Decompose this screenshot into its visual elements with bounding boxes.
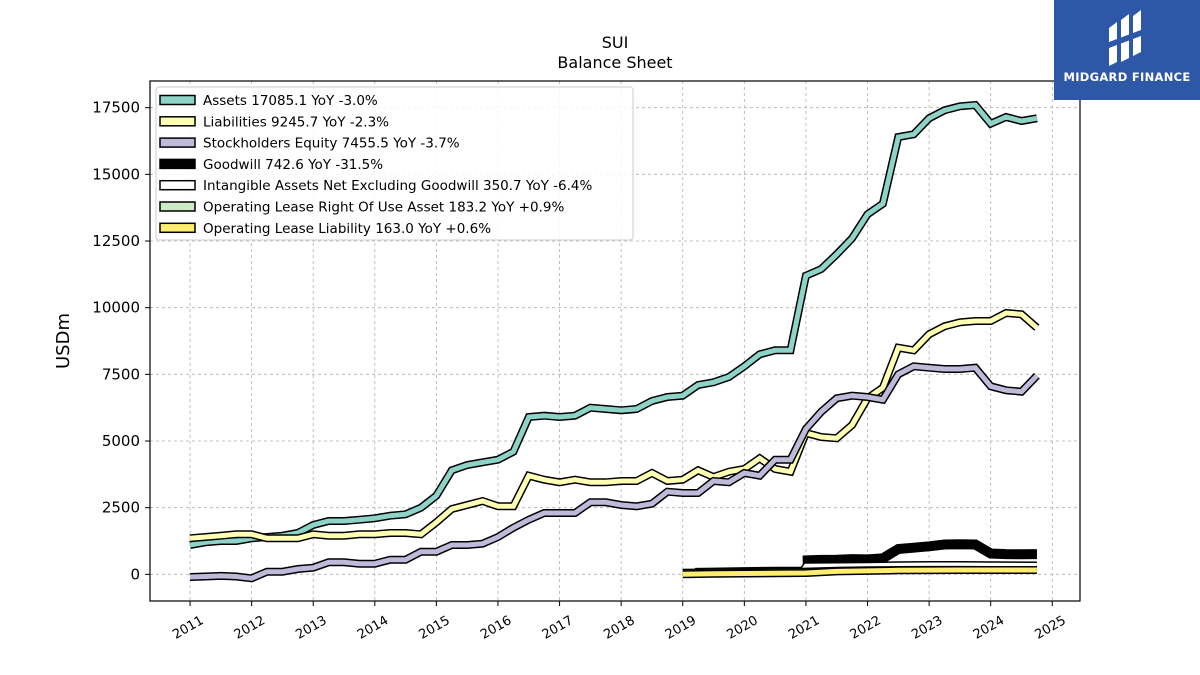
legend-swatch xyxy=(159,94,196,106)
y-tick-label: 0 xyxy=(130,565,140,583)
series-line xyxy=(682,567,1037,577)
y-tick-label: 5000 xyxy=(102,432,140,450)
y-tick-label: 7500 xyxy=(102,365,140,383)
x-tick-label: 2020 xyxy=(725,613,761,643)
legend: Assets 17085.1 YoY -3.0% Liabilities 9245… xyxy=(155,86,634,241)
x-tick-label: 2021 xyxy=(786,613,822,643)
logo-mark-icon xyxy=(1109,10,1141,66)
y-tick-label: 10000 xyxy=(92,299,140,317)
y-tick-label: 17500 xyxy=(92,99,140,117)
series-line xyxy=(189,102,1038,548)
series-goodwill xyxy=(802,539,1037,566)
x-tick-label: 2013 xyxy=(293,613,329,643)
x-tick-label: 2015 xyxy=(417,613,453,643)
chart-title: SUI xyxy=(602,33,629,52)
legend-entry: Intangible Assets Net Excluding Goodwill… xyxy=(203,178,593,194)
x-tick-label: 2019 xyxy=(663,613,699,643)
legend-entry: Stockholders Equity 7455.5 YoY -3.7% xyxy=(203,136,460,152)
x-tick-label: 2025 xyxy=(1032,613,1068,643)
y-tick-label: 15000 xyxy=(92,165,140,183)
x-tick-label: 2024 xyxy=(971,613,1007,643)
x-tick-label: 2016 xyxy=(478,613,514,643)
legend-swatch xyxy=(159,137,196,148)
legend-box xyxy=(155,86,634,241)
legend-swatch xyxy=(159,158,196,170)
midgard-finance-logo: MIDGARD FINANCE xyxy=(1054,0,1200,100)
x-tick-label: 2014 xyxy=(355,613,391,643)
y-axis-label: USDm xyxy=(53,313,74,369)
legend-swatch xyxy=(159,201,196,212)
legend-entry: Goodwill 742.6 YoY -31.5% xyxy=(203,157,383,173)
y-tick-label: 2500 xyxy=(102,499,140,517)
series-lines xyxy=(189,100,1040,583)
legend-swatch xyxy=(159,179,196,191)
legend-entry: Operating Lease Liability 163.0 YoY +0.6… xyxy=(203,221,491,237)
y-axis-ticks: 0 2500 5000 7500 10000 12500 15000 17500 xyxy=(92,99,150,583)
legend-swatch xyxy=(159,222,196,234)
legend-entry: Assets 17085.1 YoY -3.0% xyxy=(203,93,378,109)
series-assets xyxy=(189,100,1038,549)
x-tick-label: 2012 xyxy=(232,613,268,643)
series-operating-lease-liability xyxy=(682,566,1037,579)
legend-entry: Liabilities 9245.7 YoY -2.3% xyxy=(203,114,389,130)
x-tick-label: 2011 xyxy=(170,613,206,643)
series-line xyxy=(189,310,1039,541)
chart-subtitle: Balance Sheet xyxy=(557,53,672,72)
series-liabilities xyxy=(189,308,1040,543)
legend-entry: Operating Lease Right Of Use Asset 183.2… xyxy=(203,200,564,216)
x-tick-label: 2017 xyxy=(540,613,576,643)
legend-swatch xyxy=(159,116,196,127)
x-tick-label: 2022 xyxy=(848,613,884,643)
series-stockholders-equity xyxy=(189,362,1040,583)
series-line xyxy=(189,363,1039,581)
x-tick-label: 2023 xyxy=(909,613,945,643)
logo-text: MIDGARD FINANCE xyxy=(1063,70,1191,84)
x-axis-ticks: 2011 2012 2013 2014 2015 2016 2017 2018 2019 2020… xyxy=(170,601,1069,643)
plot-frame xyxy=(149,80,1081,602)
y-tick-label: 12500 xyxy=(92,232,140,250)
series-line xyxy=(802,540,1037,564)
x-tick-label: 2018 xyxy=(601,613,637,643)
